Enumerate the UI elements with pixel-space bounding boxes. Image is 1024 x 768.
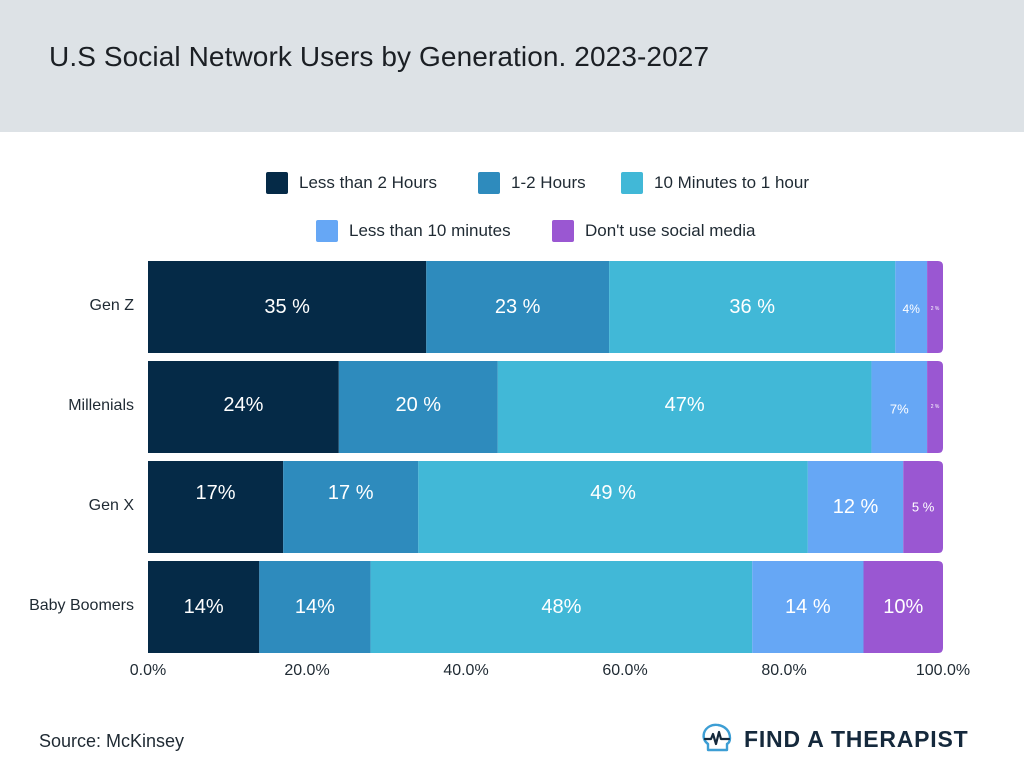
- bar-segment: [418, 461, 808, 553]
- bar-value-label: 12 %: [833, 496, 879, 518]
- bar-value-label: 17%: [196, 482, 236, 504]
- category-label: Baby Boomers: [29, 597, 134, 614]
- bar-value-label: 36 %: [729, 296, 775, 318]
- legend-item: Don't use social media: [552, 219, 756, 243]
- brand-logo: FIND A THERAPIST: [700, 722, 968, 756]
- bar-segment: [370, 561, 753, 653]
- bar-segment: [148, 261, 427, 353]
- legend-label: 10 Minutes to 1 hour: [654, 173, 809, 192]
- x-tick-label: 20.0%: [284, 662, 330, 679]
- bar-value-label: 7%: [890, 402, 909, 417]
- bar-segment: [148, 561, 260, 653]
- source-note: Source: McKinsey: [39, 731, 185, 751]
- brand-name: FIND A THERAPIST: [744, 725, 969, 752]
- bar-segment: [863, 561, 943, 653]
- legend-swatch: [621, 172, 643, 194]
- bar-value-label: 35 %: [264, 296, 310, 318]
- bar-value-label: 49 %: [590, 482, 636, 504]
- category-label: Millenials: [68, 397, 134, 414]
- bar-value-label: 17 %: [328, 482, 374, 504]
- bar-value-label: 14%: [295, 596, 335, 618]
- bar-value-label: 10%: [883, 596, 923, 618]
- bar-segment: [426, 261, 610, 353]
- header-banner: U.S Social Network Users by Generation. …: [0, 0, 1024, 132]
- legend-label: Don't use social media: [585, 221, 756, 240]
- category-label: Gen X: [88, 497, 134, 514]
- bar-segment: [148, 461, 284, 553]
- legend-label: Less than 2 Hours: [299, 173, 437, 192]
- legend-swatch: [478, 172, 500, 194]
- bar-value-label: 14%: [184, 596, 224, 618]
- bar-segment: [752, 561, 864, 653]
- bar-group: 35 % 23 % 36 % 4% 2 %: [148, 261, 943, 353]
- x-tick-label: 60.0%: [602, 662, 648, 679]
- bar-value-label: 5 %: [912, 500, 935, 515]
- bar-value-label: 47%: [665, 394, 705, 416]
- category-label: Gen Z: [89, 297, 134, 314]
- bar-segment: [807, 461, 904, 553]
- bar-segment: [903, 461, 943, 553]
- legend-item: Less than 10 minutes: [316, 219, 511, 243]
- bar-value-label: 2 %: [931, 404, 940, 410]
- legend-item: Less than 2 Hours: [266, 171, 437, 195]
- bar-value-label: 2 %: [931, 306, 940, 312]
- x-tick-label: 40.0%: [443, 662, 489, 679]
- legend-label: Less than 10 minutes: [349, 221, 511, 240]
- x-tick-label: 80.0%: [761, 662, 807, 679]
- x-tick-label: 0.0%: [129, 662, 167, 679]
- bar-segment: [338, 361, 498, 453]
- chart-title: U.S Social Network Users by Generation. …: [49, 41, 710, 72]
- bar-value-label: 24%: [223, 394, 263, 416]
- bar-value-label: 23 %: [495, 296, 541, 318]
- legend-item: 10 Minutes to 1 hour: [621, 171, 809, 195]
- legend-swatch: [316, 220, 338, 242]
- bar-group: 24% 20 % 47% 7% 2 %: [148, 361, 943, 453]
- head-heartbeat-icon: [702, 723, 732, 752]
- bar-segment: [497, 361, 872, 453]
- bar-value-label: 14 %: [785, 596, 831, 618]
- bar-segment: [148, 361, 339, 453]
- legend-item: 1-2 Hours: [478, 171, 586, 195]
- bar-group: 17% 17 % 49 % 12 % 5 %: [148, 461, 943, 553]
- legend-swatch: [266, 172, 288, 194]
- bar-segment: [283, 461, 419, 553]
- bar-value-label: 4%: [903, 302, 921, 316]
- bar-segment: [895, 261, 928, 353]
- bar-value-label: 48%: [541, 596, 581, 618]
- bar-segment: [927, 261, 943, 353]
- x-tick-label: 100.0%: [915, 662, 971, 679]
- legend-swatch: [552, 220, 574, 242]
- bar-segment: [871, 361, 928, 453]
- bar-segment: [259, 561, 371, 653]
- bar-segment: [609, 261, 896, 353]
- legend-label: 1-2 Hours: [511, 173, 586, 192]
- bar-segment: [927, 361, 943, 453]
- bar-value-label: 20 %: [396, 394, 442, 416]
- bar-group: 14% 14% 48% 14 % 10%: [148, 561, 943, 653]
